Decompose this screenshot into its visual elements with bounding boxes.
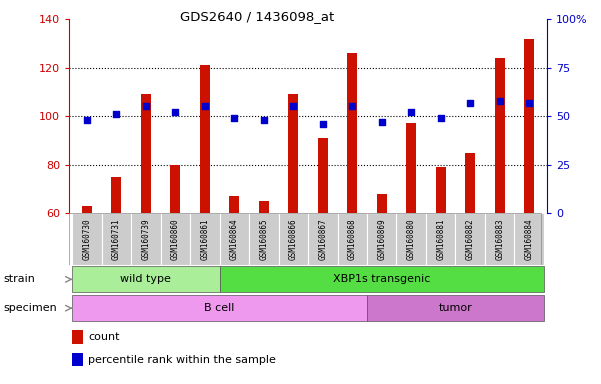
Bar: [72, 329, 84, 344]
Text: GSM160860: GSM160860: [171, 218, 180, 260]
Bar: [308, 213, 338, 265]
Text: GSM160868: GSM160868: [348, 218, 357, 260]
Point: [377, 119, 386, 125]
Text: GSM160739: GSM160739: [141, 218, 150, 260]
Point: [495, 98, 504, 104]
Text: XBP1s transgenic: XBP1s transgenic: [333, 274, 430, 285]
Bar: [524, 39, 534, 213]
Text: percentile rank within the sample: percentile rank within the sample: [88, 354, 276, 364]
Bar: [377, 194, 387, 213]
Point: [230, 115, 239, 121]
Bar: [82, 206, 92, 213]
Text: GSM160866: GSM160866: [288, 218, 297, 260]
Text: strain: strain: [3, 274, 35, 285]
Bar: [219, 213, 249, 265]
Point: [259, 117, 269, 123]
Bar: [258, 201, 269, 213]
Bar: [249, 213, 278, 265]
Bar: [278, 213, 308, 265]
Text: GSM160869: GSM160869: [377, 218, 386, 260]
Point: [112, 111, 121, 117]
Point: [525, 99, 534, 106]
Bar: [397, 213, 426, 265]
Text: GSM160730: GSM160730: [82, 218, 91, 260]
Point: [347, 103, 357, 109]
Bar: [170, 165, 180, 213]
Bar: [111, 177, 121, 213]
Bar: [141, 94, 151, 213]
Bar: [288, 94, 299, 213]
Text: GSM160884: GSM160884: [525, 218, 534, 260]
Text: wild type: wild type: [120, 274, 171, 285]
Bar: [160, 213, 190, 265]
Bar: [485, 213, 514, 265]
Point: [200, 103, 210, 109]
Bar: [72, 213, 102, 265]
Bar: [514, 213, 544, 265]
Text: B cell: B cell: [204, 303, 235, 313]
Text: specimen: specimen: [3, 303, 56, 313]
Bar: [190, 213, 219, 265]
Point: [406, 109, 416, 115]
Bar: [102, 213, 131, 265]
Bar: [229, 196, 239, 213]
Text: GSM160880: GSM160880: [407, 218, 416, 260]
Text: GSM160864: GSM160864: [230, 218, 239, 260]
Bar: [426, 213, 456, 265]
Bar: [131, 213, 160, 265]
Bar: [436, 167, 446, 213]
Bar: [347, 53, 358, 213]
Point: [318, 121, 328, 127]
Text: GSM160867: GSM160867: [319, 218, 328, 260]
Bar: [465, 152, 475, 213]
Point: [436, 115, 445, 121]
Bar: [72, 295, 367, 321]
Text: GSM160865: GSM160865: [259, 218, 268, 260]
Text: GSM160882: GSM160882: [466, 218, 475, 260]
Text: GSM160731: GSM160731: [112, 218, 121, 260]
Bar: [72, 266, 219, 292]
Bar: [367, 295, 544, 321]
Bar: [72, 353, 84, 366]
Text: count: count: [88, 331, 120, 341]
Point: [465, 99, 475, 106]
Point: [171, 109, 180, 115]
Bar: [406, 123, 416, 213]
Bar: [338, 213, 367, 265]
Bar: [200, 65, 210, 213]
Point: [82, 117, 91, 123]
Bar: [456, 213, 485, 265]
Text: GSM160883: GSM160883: [495, 218, 504, 260]
Bar: [317, 138, 328, 213]
Bar: [219, 266, 544, 292]
Text: tumor: tumor: [439, 303, 472, 313]
Bar: [495, 58, 505, 213]
Text: GSM160861: GSM160861: [200, 218, 209, 260]
Bar: [367, 213, 397, 265]
Text: GDS2640 / 1436098_at: GDS2640 / 1436098_at: [180, 10, 335, 23]
Point: [288, 103, 298, 109]
Point: [141, 103, 151, 109]
Text: GSM160881: GSM160881: [436, 218, 445, 260]
